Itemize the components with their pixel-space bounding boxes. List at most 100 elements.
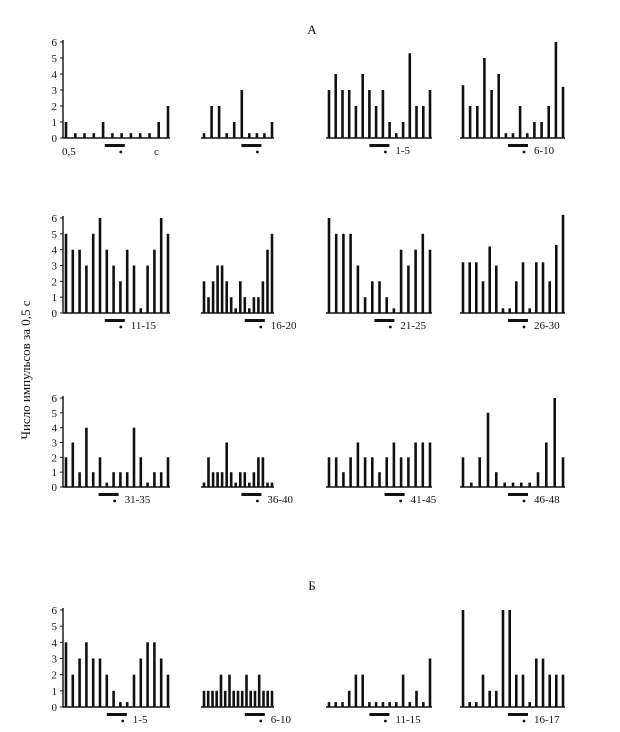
bar bbox=[528, 702, 531, 707]
bar bbox=[139, 308, 143, 314]
stimulus-marker bbox=[104, 144, 125, 147]
bar bbox=[481, 281, 485, 313]
bar bbox=[248, 308, 251, 314]
bar bbox=[342, 233, 345, 313]
y-tick-label: 2 bbox=[52, 276, 58, 288]
bar bbox=[508, 308, 511, 314]
bar bbox=[468, 106, 472, 138]
chart-panel: 0 1 2 3 4 5 6 0,5 с bbox=[52, 37, 170, 158]
bar bbox=[248, 482, 251, 487]
y-tick-label: 4 bbox=[52, 423, 58, 435]
bar bbox=[105, 482, 109, 487]
bar bbox=[461, 85, 465, 138]
bar bbox=[561, 86, 565, 138]
y-tick-label: 2 bbox=[52, 670, 58, 682]
chart-panel: 0 1 2 3 4 5 6 1-5 bbox=[52, 605, 170, 726]
bar bbox=[207, 297, 210, 313]
bar bbox=[401, 122, 405, 138]
bar bbox=[503, 482, 506, 487]
bar bbox=[545, 442, 548, 487]
bar bbox=[341, 702, 344, 707]
bar bbox=[91, 472, 95, 487]
bar bbox=[215, 690, 218, 707]
bar bbox=[202, 133, 206, 138]
bar bbox=[98, 658, 102, 707]
trial-range-label: 6-10 bbox=[534, 145, 555, 157]
bar bbox=[415, 106, 418, 138]
bar bbox=[252, 472, 256, 487]
bar bbox=[129, 133, 133, 138]
y-tick-label: 1 bbox=[52, 117, 58, 129]
bar bbox=[488, 246, 491, 313]
bar bbox=[261, 281, 265, 313]
bar bbox=[374, 106, 378, 138]
bar bbox=[548, 674, 551, 707]
y-tick-label: 1 bbox=[52, 686, 58, 698]
chart-panel: 16-20 bbox=[201, 233, 297, 332]
bar bbox=[112, 690, 115, 707]
stimulus-marker bbox=[104, 319, 125, 322]
bar bbox=[349, 457, 352, 487]
chart-panel: 1-5 bbox=[326, 53, 432, 157]
bar bbox=[146, 642, 149, 707]
bar bbox=[461, 610, 465, 707]
bar bbox=[475, 702, 478, 707]
bar bbox=[347, 690, 351, 707]
stimulus-dot bbox=[259, 719, 263, 723]
bar bbox=[428, 658, 432, 707]
bar bbox=[85, 265, 88, 313]
bar bbox=[388, 122, 391, 138]
y-tick-label: 5 bbox=[52, 53, 58, 65]
y-tick-label: 3 bbox=[52, 438, 58, 450]
bar bbox=[91, 233, 95, 313]
bar bbox=[202, 482, 206, 487]
bar bbox=[266, 249, 269, 313]
bar bbox=[132, 674, 136, 707]
bar bbox=[229, 472, 233, 487]
stimulus-dot bbox=[384, 719, 387, 723]
bar bbox=[356, 442, 360, 487]
bar bbox=[148, 133, 151, 138]
bar bbox=[495, 690, 498, 707]
bar bbox=[119, 281, 122, 313]
bar bbox=[508, 610, 511, 707]
bar bbox=[501, 610, 505, 707]
y-tick-label: 3 bbox=[52, 85, 58, 97]
y-tick-label: 3 bbox=[52, 261, 58, 273]
bar bbox=[92, 133, 96, 138]
bar bbox=[98, 218, 102, 313]
y-axis-label: Число импульсов за 0,5 с bbox=[18, 300, 33, 439]
y-tick-label: 0 bbox=[52, 482, 58, 494]
bar bbox=[112, 472, 115, 487]
y-tick-label: 6 bbox=[52, 37, 58, 49]
bar bbox=[528, 482, 531, 487]
bar bbox=[71, 249, 75, 313]
chart-panel: 0 1 2 3 4 5 6 31-35 bbox=[52, 393, 170, 506]
stimulus-dot bbox=[119, 325, 123, 329]
stimulus-marker bbox=[241, 144, 262, 147]
bar bbox=[428, 249, 432, 313]
stimulus-marker bbox=[369, 713, 390, 716]
bar bbox=[223, 690, 227, 707]
bar bbox=[243, 472, 247, 487]
bar bbox=[371, 457, 374, 487]
section-label-a: А bbox=[307, 22, 317, 37]
chart-panel: 6-10 bbox=[460, 42, 565, 157]
bar bbox=[263, 133, 266, 138]
bar bbox=[166, 233, 170, 313]
stimulus-marker bbox=[374, 319, 395, 322]
bar bbox=[526, 133, 529, 138]
stimulus-marker bbox=[384, 493, 405, 496]
stimulus-marker bbox=[508, 493, 528, 496]
bar bbox=[216, 265, 219, 313]
bar bbox=[261, 457, 265, 487]
bar bbox=[228, 674, 231, 707]
y-tick-label: 4 bbox=[52, 637, 58, 649]
bar bbox=[399, 249, 403, 313]
bar bbox=[146, 482, 149, 487]
bar bbox=[257, 297, 260, 313]
bar bbox=[361, 74, 364, 138]
bar bbox=[407, 265, 410, 313]
bar bbox=[504, 133, 508, 138]
